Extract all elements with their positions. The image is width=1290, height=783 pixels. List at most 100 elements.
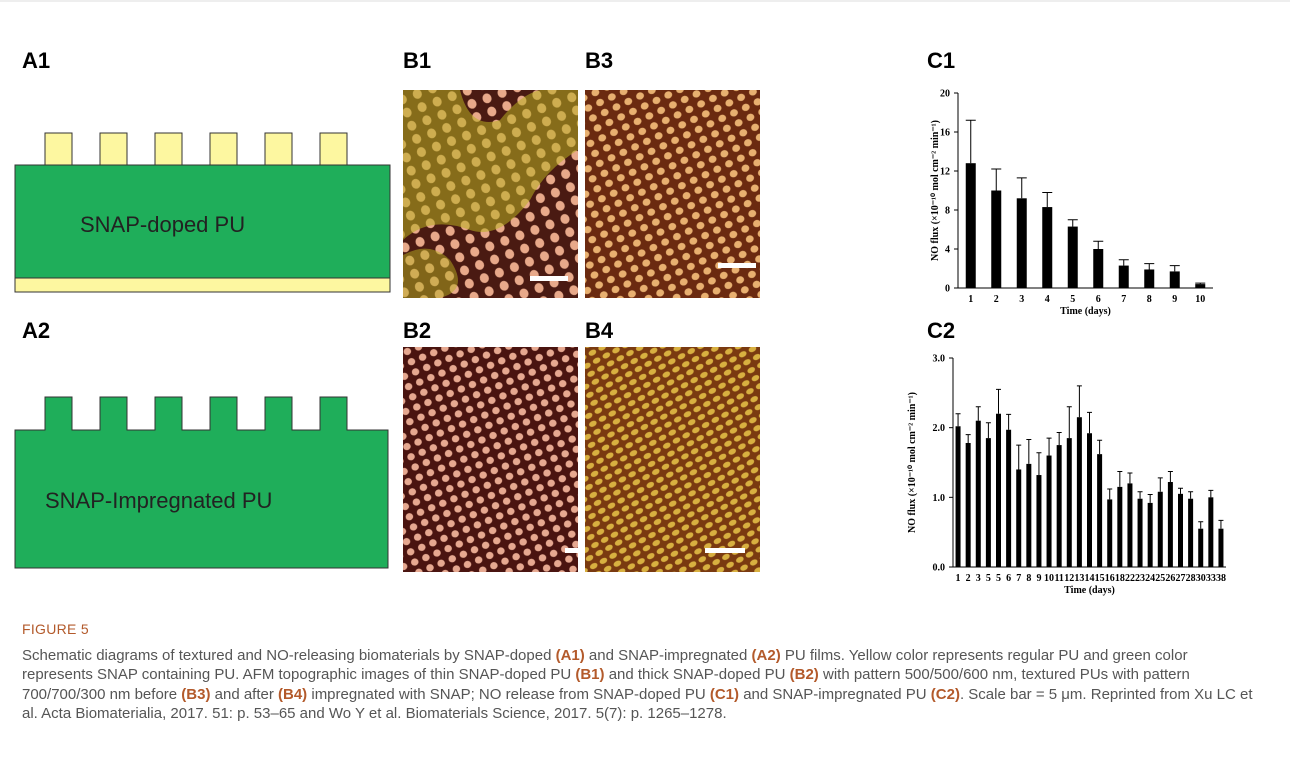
y-tick-label: 4 — [945, 245, 950, 256]
page: A1 B1 B3 C1 A2 B2 B4 C2 SNAP-doped PU SN… — [0, 0, 1290, 783]
y-tick-label: 20 — [940, 89, 950, 100]
bar — [1107, 499, 1112, 567]
x-tick-label: 1 — [968, 294, 973, 305]
error-bar — [1097, 440, 1102, 454]
caption-ref: (A2) — [752, 647, 781, 664]
panel-label: C2 — [927, 318, 955, 343]
error-bar — [1093, 241, 1103, 249]
bar — [1067, 438, 1072, 567]
panel-label: A1 — [22, 48, 50, 73]
error-bar — [1068, 220, 1078, 227]
x-tick-label: 3 — [976, 573, 981, 584]
error-bar — [1042, 192, 1052, 207]
caption: FIGURE 5 Schematic diagrams of textured … — [22, 620, 1257, 724]
error-bar — [1218, 520, 1223, 528]
caption-ref: (B1) — [575, 666, 604, 683]
x-tick-label: 18 — [1115, 573, 1125, 584]
bar — [1170, 271, 1180, 288]
error-bar — [1195, 283, 1205, 284]
x-tick-label: 28 — [1186, 573, 1196, 584]
caption-ref: (B2) — [790, 666, 819, 683]
x-tick-label: 6 — [1096, 294, 1101, 305]
schematic-a2: SNAP-Impregnated PU — [15, 397, 388, 568]
y-tick-label: 1.0 — [933, 493, 946, 504]
error-bar — [1017, 178, 1027, 198]
figure: A1 B1 B3 C1 A2 B2 B4 C2 SNAP-doped PU SN… — [0, 0, 1290, 610]
x-tick-label: 5 — [986, 573, 991, 584]
bar — [991, 191, 1001, 289]
bar — [1047, 456, 1052, 567]
x-axis-label: Time (days) — [1064, 585, 1115, 596]
bar — [1158, 492, 1163, 567]
x-tick-label: 13 — [1074, 573, 1084, 584]
x-tick-label: 24 — [1145, 573, 1155, 584]
bar — [1168, 482, 1173, 567]
bar — [1006, 430, 1011, 567]
bar — [1042, 207, 1052, 288]
afm-b1 — [403, 90, 578, 298]
bar — [1195, 284, 1205, 288]
panel-label: B3 — [585, 48, 613, 73]
bar — [1017, 198, 1027, 288]
bar — [1077, 417, 1082, 567]
bar — [1087, 433, 1092, 567]
error-bar — [956, 414, 961, 427]
x-tick-label: 25 — [1155, 573, 1165, 584]
error-bar — [1168, 472, 1173, 482]
bar — [1208, 497, 1213, 567]
x-tick-label: 5 — [1070, 294, 1075, 305]
bar — [1117, 487, 1122, 567]
caption-ref: (B3) — [181, 686, 210, 703]
panel-label: C1 — [927, 48, 955, 73]
error-bar — [1026, 440, 1031, 464]
x-tick-label: 4 — [1045, 294, 1050, 305]
bar — [1198, 529, 1203, 567]
caption-ref: (B4) — [278, 686, 307, 703]
error-bar — [1087, 412, 1092, 433]
error-bar — [1117, 472, 1122, 487]
bar — [966, 443, 971, 567]
x-tick-label: 5 — [996, 573, 1001, 584]
caption-ref: (C1) — [710, 686, 739, 703]
y-tick-label: 0 — [945, 284, 950, 295]
x-tick-label: 33 — [1206, 573, 1216, 584]
error-bar — [1036, 453, 1041, 475]
bar — [1127, 483, 1132, 567]
panel-label: B2 — [403, 318, 431, 343]
error-bar — [1170, 266, 1180, 272]
x-tick-label: 10 — [1195, 294, 1205, 305]
x-tick-label: 10 — [1044, 573, 1054, 584]
bar — [976, 421, 981, 567]
y-tick-label: 0.0 — [933, 563, 946, 574]
bar — [966, 163, 976, 288]
error-bar — [1138, 492, 1143, 499]
error-bar — [1178, 488, 1183, 494]
x-tick-label: 27 — [1176, 573, 1186, 584]
error-bar — [1067, 407, 1072, 438]
x-tick-label: 2 — [966, 573, 971, 584]
bar — [1016, 469, 1021, 567]
error-bar — [1208, 490, 1213, 497]
bar — [1218, 529, 1223, 567]
error-bar — [996, 389, 1001, 413]
x-tick-label: 3 — [1019, 294, 1024, 305]
bar — [1026, 464, 1031, 567]
caption-run: and SNAP-impregnated — [585, 647, 752, 664]
caption-run: and after — [210, 686, 278, 703]
error-bar — [1119, 260, 1129, 266]
x-tick-label: 6 — [1006, 573, 1011, 584]
y-tick-label: 16 — [940, 128, 950, 139]
bar — [1188, 499, 1193, 567]
error-bar — [966, 120, 976, 163]
bar — [1144, 269, 1154, 288]
bar — [1119, 266, 1129, 288]
bar — [1097, 454, 1102, 567]
y-axis-label: NO flux (×10⁻¹⁰ mol cm⁻² min⁻¹) — [930, 120, 941, 261]
error-bar — [1016, 445, 1021, 469]
schematic-label: SNAP-doped PU — [80, 212, 245, 237]
error-bar — [966, 435, 971, 443]
error-bar — [1198, 522, 1203, 529]
error-bar — [1158, 478, 1163, 492]
